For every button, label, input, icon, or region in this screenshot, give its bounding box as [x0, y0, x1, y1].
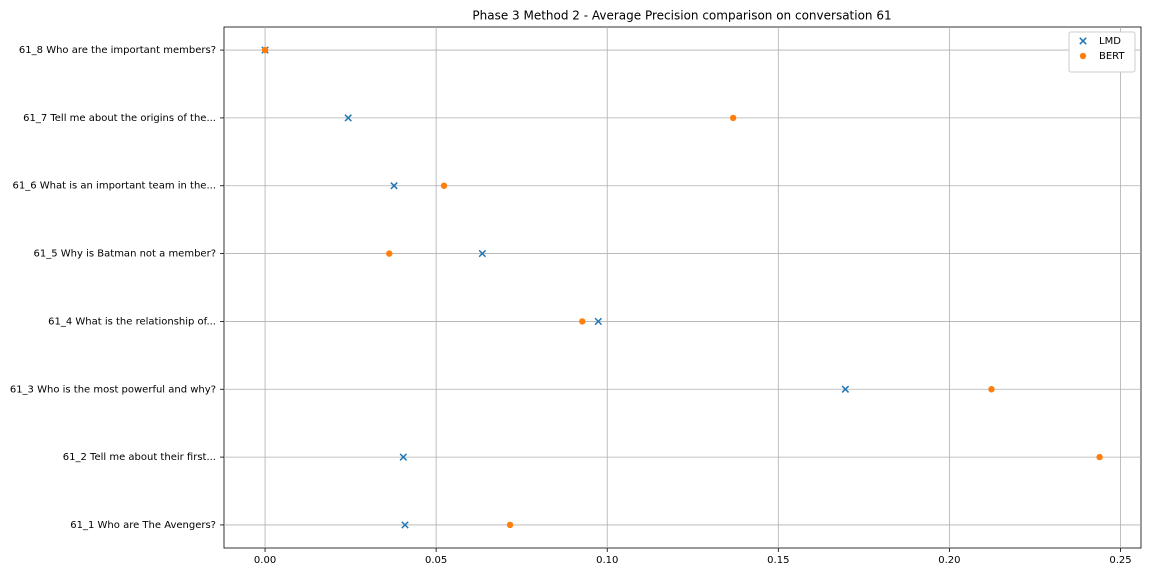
point [506, 521, 514, 529]
point [841, 385, 850, 393]
y-tick-label: 61_7 Tell me about the origins of the... [23, 113, 216, 124]
y-tick-label: 61_5 Why is Batman not a member? [34, 249, 216, 260]
x-tick-label: 0.05 [425, 555, 447, 566]
point [579, 318, 586, 325]
x-tick-label: 0.20 [938, 555, 960, 566]
point [440, 182, 448, 189]
y-tick-label: 61_8 Who are the important members? [19, 45, 216, 56]
point [261, 46, 269, 54]
legend-label: BERT [1099, 51, 1125, 62]
point [1096, 453, 1103, 461]
point [729, 114, 737, 122]
point [478, 249, 487, 258]
plot-frame [223, 26, 1142, 549]
x-tick-label: 0.15 [767, 555, 789, 566]
legend-marker [1079, 37, 1087, 45]
point [390, 182, 398, 190]
x-tick-label: 0.25 [1109, 555, 1131, 566]
chart-title: Phase 3 Method 2 - Average Precision com… [472, 9, 891, 23]
x-tick-label: 0.00 [254, 555, 276, 566]
point [386, 250, 393, 257]
point [344, 114, 352, 122]
point [401, 521, 409, 529]
point [594, 317, 603, 326]
point [399, 453, 408, 461]
legend-marker [1079, 52, 1087, 60]
y-tick-label: 61_1 Who are The Avengers? [70, 520, 216, 531]
legend-label: LMD [1099, 36, 1121, 47]
point [988, 386, 995, 393]
y-tick-label: 61_6 What is an important team in the... [13, 181, 216, 192]
x-tick-label: 0.10 [596, 555, 618, 566]
y-tick-label: 61_2 Tell me about their first... [63, 452, 216, 463]
y-tick-label: 61_3 Who is the most powerful and why? [10, 384, 216, 395]
y-tick-label: 61_4 What is the relationship of... [48, 316, 216, 327]
legend-box [1068, 31, 1136, 73]
